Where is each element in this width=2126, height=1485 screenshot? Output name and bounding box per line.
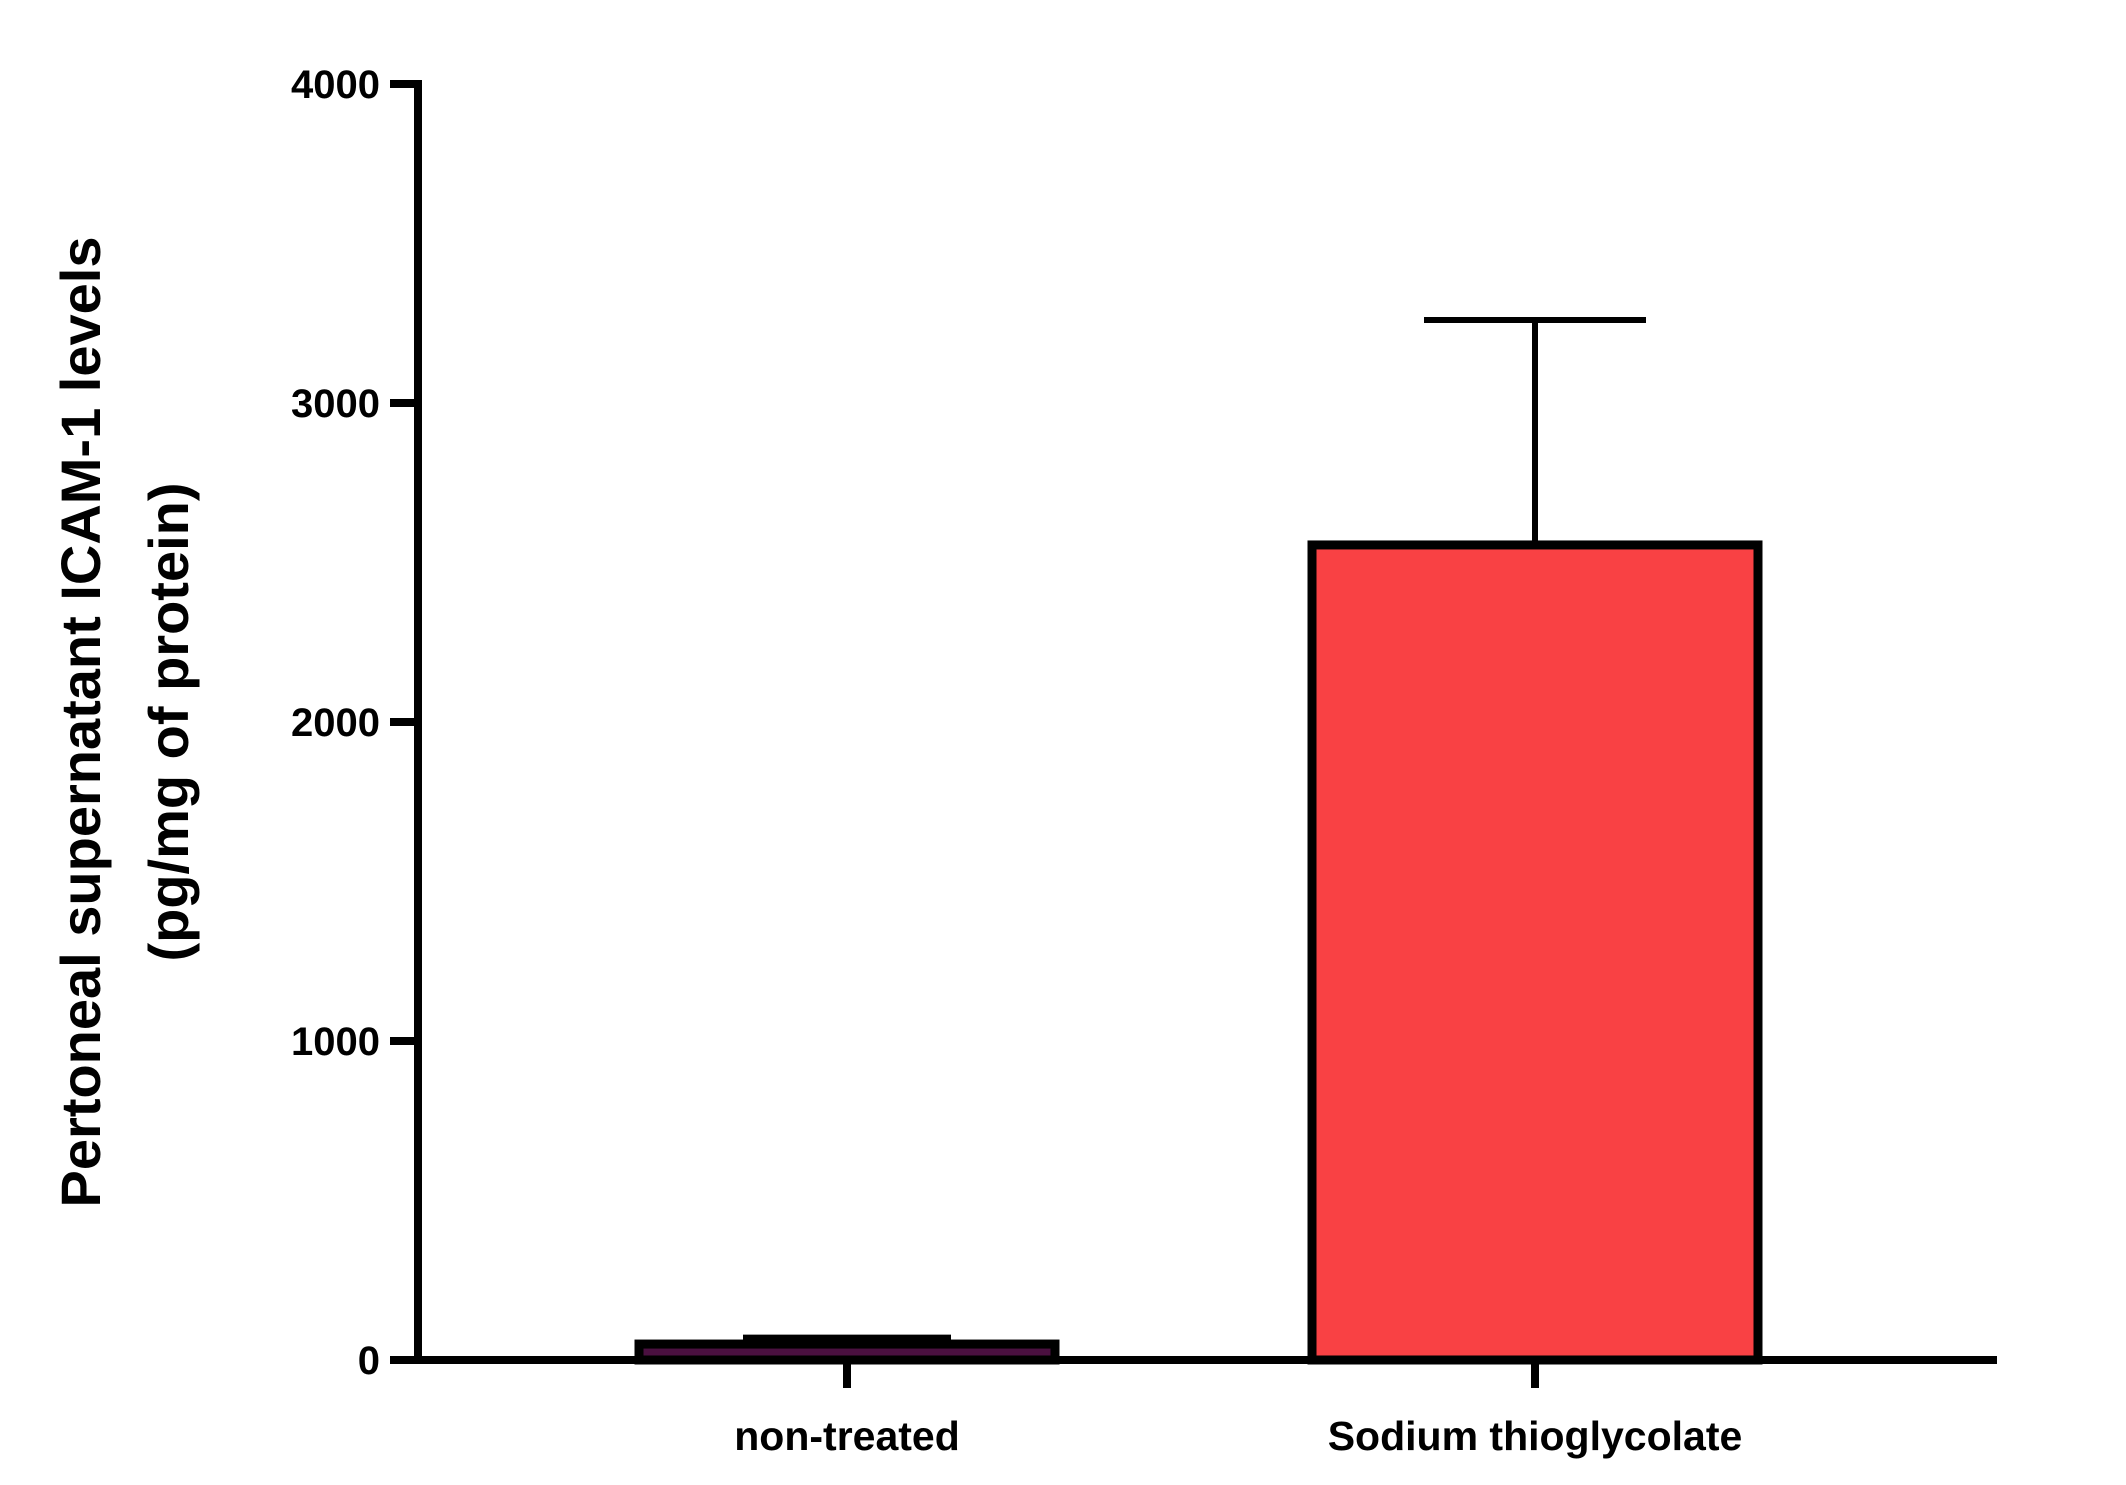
bar-1 — [1307, 540, 1763, 1365]
y-tick-label: 3000 — [291, 382, 380, 426]
y-tick-label: 2000 — [291, 701, 380, 745]
y-tick-label: 0 — [358, 1339, 380, 1383]
y-axis-label-line2: (pg/mg of protein) — [137, 482, 200, 961]
y-axis-label-line1: Pertoneal supernatant ICAM-1 levels — [49, 237, 112, 1208]
x-tick-label: Sodium thioglycolate — [1328, 1413, 1743, 1459]
y-tick-label: 4000 — [291, 63, 380, 107]
x-tick-label: non-treated — [734, 1413, 960, 1459]
y-tick-label: 1000 — [291, 1020, 380, 1064]
